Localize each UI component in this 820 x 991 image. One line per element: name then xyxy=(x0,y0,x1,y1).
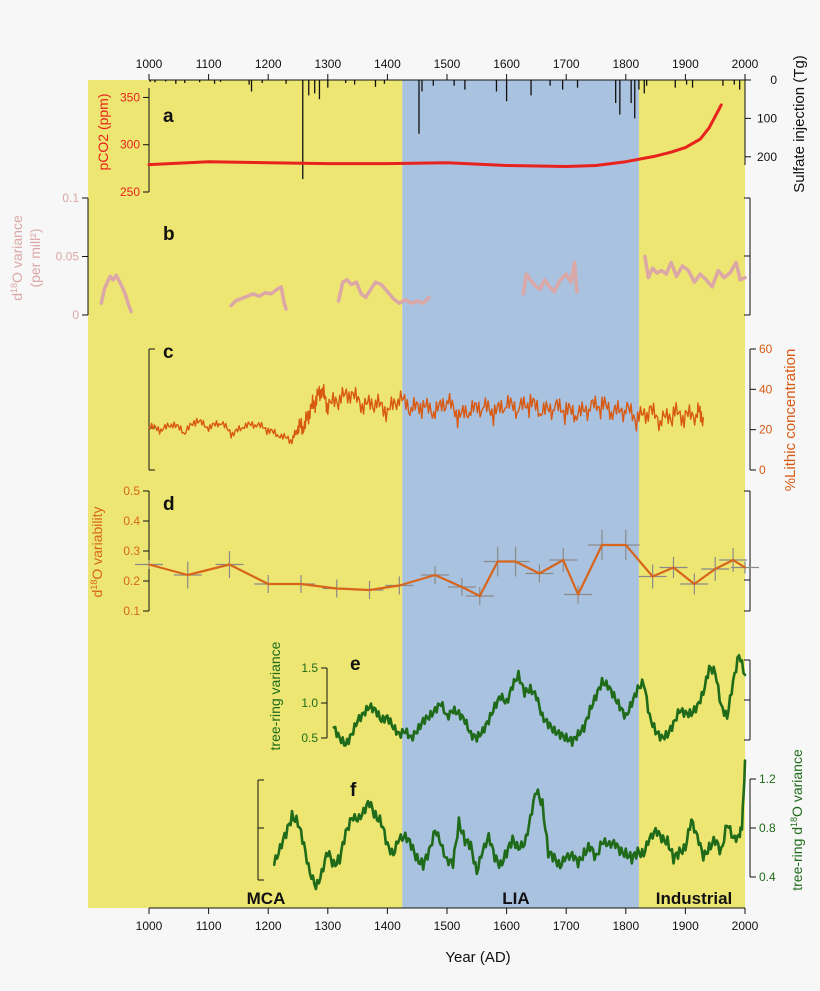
tree-ring-d18o-label-main: O variance xyxy=(789,749,805,817)
top-x-tick-label: 1000 xyxy=(136,57,163,71)
top-x-tick-label: 1400 xyxy=(374,57,401,71)
lithic-axis-tick-label: 20 xyxy=(759,423,773,437)
d18o-variance-segment xyxy=(643,254,747,289)
top-x-tick-label: 1500 xyxy=(434,57,461,71)
top-x-tick-label: 1200 xyxy=(255,57,282,71)
top-x-tick-label: 1300 xyxy=(314,57,341,71)
panel-letter-a: a xyxy=(163,106,174,127)
bottom-x-tick-label: 2000 xyxy=(732,919,759,933)
d18o-variability-axis-tick-label: 0.5 xyxy=(123,484,140,498)
sulfate-axis-tick-label: 0 xyxy=(770,73,777,87)
d18o-variability-axis-tick-label: 0.4 xyxy=(123,514,140,528)
era-backgrounds xyxy=(88,80,745,908)
top-x-tick-label: 1700 xyxy=(553,57,580,71)
d18o-variance-label-sup: 18 xyxy=(9,283,19,293)
tree-ring-d18o-label-sup: 18 xyxy=(789,817,799,827)
tree-ring-variance-axis-label: tree-ring variance xyxy=(267,641,283,750)
data-series xyxy=(99,80,759,891)
panel-letter-d: d xyxy=(163,494,175,515)
tree-ring-variance-line xyxy=(332,653,747,748)
panel-letter-b: b xyxy=(163,224,175,245)
era-label-industrial: Industrial xyxy=(656,889,733,908)
d18o-variance-axis-tick-label: 0.1 xyxy=(62,191,79,205)
lithic-line xyxy=(148,384,704,445)
pco2-line xyxy=(147,103,723,168)
d18o-variability-axis-tick-label: 0.1 xyxy=(123,604,140,618)
sulfate-axis-label: Sulfate injection (Tg) xyxy=(791,55,808,193)
d18o-variance-axis-label: d18O variance xyxy=(9,215,25,301)
panel-letter-c: c xyxy=(163,342,174,363)
lithic-axis-tick-label: 40 xyxy=(759,382,773,396)
pco2-axis-label: pCO2 (ppm) xyxy=(95,93,111,170)
bottom-x-tick-label: 1700 xyxy=(553,919,580,933)
tree-ring-d18o-axis-tick-label: 1.2 xyxy=(759,772,776,786)
era-band-lia xyxy=(402,80,639,908)
sulfate-axis-tick-label: 100 xyxy=(757,111,777,125)
d18o-variance-axis-tick-label: 0 xyxy=(72,308,79,322)
x-axis-label: Year (AD) xyxy=(445,949,510,966)
bottom-x-tick-label: 1500 xyxy=(434,919,461,933)
bottom-x-tick-label: 1200 xyxy=(255,919,282,933)
lithic-axis-tick-label: 60 xyxy=(759,342,773,356)
tree-ring-variance-axis-tick-label: 0.5 xyxy=(301,731,318,745)
pco2-axis-tick-label: 350 xyxy=(120,90,140,104)
panel-letter-e: e xyxy=(350,654,361,675)
bottom-x-tick-label: 1400 xyxy=(374,919,401,933)
axes: 1000100011001100120012001300130014001400… xyxy=(56,57,778,933)
tree-ring-variance-axis-tick-label: 1.5 xyxy=(301,661,318,675)
top-x-tick-label: 1900 xyxy=(672,57,699,71)
d18o-variance-segment xyxy=(99,273,133,314)
top-x-tick-label: 1100 xyxy=(196,57,222,71)
era-label-mca: MCA xyxy=(247,889,286,908)
era-label-lia: LIA xyxy=(502,889,529,908)
d18o-variability-line xyxy=(147,543,747,598)
bottom-x-tick-label: 1800 xyxy=(612,919,639,933)
era-band-mca xyxy=(88,80,403,908)
d18o-variance-axis-tick-label: 0.05 xyxy=(56,250,80,264)
lithic-axis-label: %Lithic concentration xyxy=(782,349,799,492)
pco2-axis-tick-label: 300 xyxy=(120,138,140,152)
pco2-axis-tick-label: 250 xyxy=(120,185,140,199)
d18o-variance-segment xyxy=(521,260,579,296)
d18o-variability-label-prefix: d xyxy=(89,590,105,598)
bottom-x-tick-label: 1600 xyxy=(493,919,520,933)
top-x-tick-label: 1600 xyxy=(493,57,520,71)
d18o-variability-label-sup: 18 xyxy=(89,580,99,590)
d18o-variance-label-main: O variance xyxy=(9,215,25,283)
tree-ring-d18o-axis-label: tree-ring d18O variance xyxy=(789,749,805,891)
d18o-variability-axis-tick-label: 0.2 xyxy=(123,574,140,588)
d18o-variability-axis-label: d18O variability xyxy=(89,507,105,598)
d18o-variability-label-main: O variability xyxy=(89,507,105,580)
sulfate-axis-tick-label: 200 xyxy=(757,150,777,164)
top-x-tick-label: 2000 xyxy=(732,57,759,71)
bottom-x-tick-label: 1300 xyxy=(314,919,341,933)
tree-ring-d18o-label-pre: tree-ring d xyxy=(789,827,805,891)
bottom-x-tick-label: 1000 xyxy=(136,919,163,933)
era-band-industrial xyxy=(638,80,745,908)
d18o-variance-label-prefix: d xyxy=(9,293,25,301)
panel-letter-f: f xyxy=(350,780,357,801)
tree-ring-d18o-line xyxy=(272,759,747,891)
top-x-tick-label: 1800 xyxy=(612,57,639,71)
bottom-x-tick-label: 1900 xyxy=(672,919,699,933)
tree-ring-variance-axis-tick-label: 1.0 xyxy=(301,696,318,710)
tree-ring-d18o-axis-tick-label: 0.4 xyxy=(759,870,776,884)
tree-ring-d18o-axis-tick-label: 0.8 xyxy=(759,821,776,835)
d18o-variability-axis-tick-label: 0.3 xyxy=(123,544,140,558)
d18o-variance-segment xyxy=(229,285,288,311)
d18o-variance-axis-label-unit: (per mill²) xyxy=(27,228,43,287)
lithic-axis-tick-label: 0 xyxy=(759,463,766,477)
bottom-x-tick-label: 1100 xyxy=(196,919,222,933)
d18o-variance-segment xyxy=(336,278,431,306)
